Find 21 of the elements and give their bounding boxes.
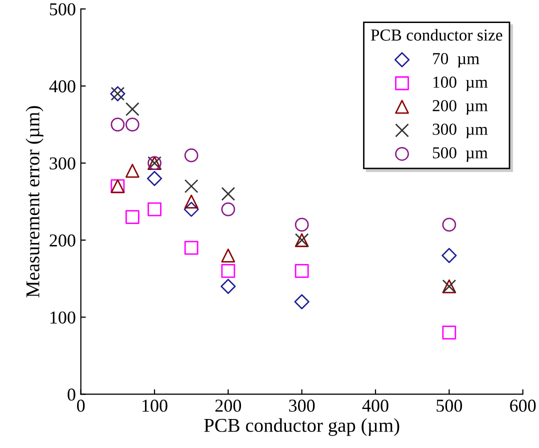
y-tick-label: 0 (68, 388, 76, 401)
x-tick-label: 0 (77, 400, 85, 412)
y-tick-label: 200 (50, 234, 76, 247)
x-tick-label: 400 (362, 400, 388, 412)
legend-label: 100 µm (433, 76, 488, 92)
legend-label: 200 µm (432, 100, 488, 115)
y-tick-label: 100 (50, 311, 76, 324)
x-tick-label: 500 (436, 400, 462, 412)
legend-label: 500 µm (432, 147, 488, 162)
y-tick-label: 500 (50, 3, 76, 16)
x-tick-label: 300 (289, 400, 315, 412)
x-axis-title: PCB conductor gap (µm) (204, 418, 400, 436)
x-tick-label: 200 (215, 400, 242, 412)
x-tick-label: 600 (510, 400, 536, 412)
y-tick-label: 400 (49, 80, 76, 92)
legend-title: PCB conductor size (370, 28, 502, 41)
legend-label: 300 µm (432, 124, 488, 138)
y-tick-label: 300 (50, 157, 76, 170)
legend-label: 70 µm (433, 52, 480, 68)
y-axis-title: Measurement error (µm) (26, 106, 44, 298)
x-tick-label: 100 (142, 400, 168, 412)
